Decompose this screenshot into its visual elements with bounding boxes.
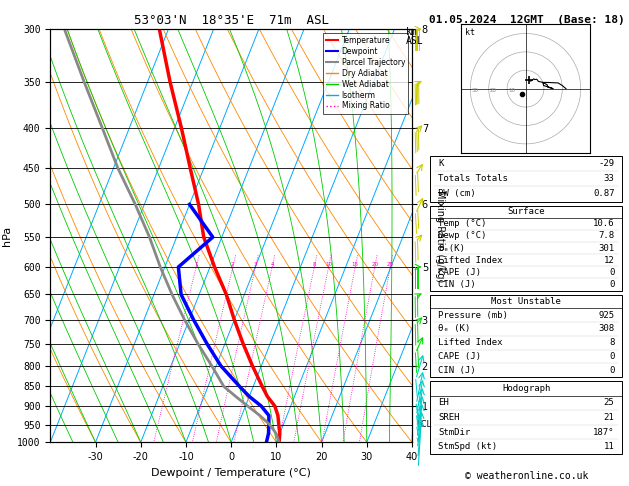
Title: 53°03'N  18°35'E  71m  ASL: 53°03'N 18°35'E 71m ASL — [133, 14, 329, 27]
Text: 25: 25 — [604, 399, 615, 407]
Text: 0: 0 — [609, 268, 615, 277]
Text: SREH: SREH — [438, 413, 459, 422]
Text: 308: 308 — [598, 325, 615, 333]
Text: 0: 0 — [609, 352, 615, 361]
Text: 7.8: 7.8 — [598, 231, 615, 241]
Text: StmSpd (kt): StmSpd (kt) — [438, 442, 497, 451]
Text: ASL: ASL — [406, 36, 423, 47]
Text: LCL: LCL — [416, 420, 431, 429]
Text: CAPE (J): CAPE (J) — [438, 352, 481, 361]
Text: 10: 10 — [325, 262, 332, 267]
X-axis label: Dewpoint / Temperature (°C): Dewpoint / Temperature (°C) — [151, 468, 311, 478]
Text: 4: 4 — [270, 262, 274, 267]
Text: CIN (J): CIN (J) — [438, 366, 476, 375]
Text: θₑ (K): θₑ (K) — [438, 325, 470, 333]
Text: Lifted Index: Lifted Index — [438, 338, 503, 347]
Text: Lifted Index: Lifted Index — [438, 256, 503, 265]
Text: 0: 0 — [609, 366, 615, 375]
Text: © weatheronline.co.uk: © weatheronline.co.uk — [465, 471, 589, 481]
Text: -29: -29 — [598, 159, 615, 168]
Text: 8: 8 — [609, 338, 615, 347]
Text: Most Unstable: Most Unstable — [491, 297, 561, 306]
Text: kt: kt — [465, 28, 475, 37]
Text: 0: 0 — [609, 280, 615, 289]
Text: 01.05.2024  12GMT  (Base: 18): 01.05.2024 12GMT (Base: 18) — [429, 15, 625, 25]
Text: Temp (°C): Temp (°C) — [438, 219, 486, 228]
Text: 3: 3 — [253, 262, 257, 267]
Text: 15: 15 — [352, 262, 359, 267]
Text: CAPE (J): CAPE (J) — [438, 268, 481, 277]
Text: Totals Totals: Totals Totals — [438, 174, 508, 183]
Text: PW (cm): PW (cm) — [438, 190, 476, 198]
Text: θₑ(K): θₑ(K) — [438, 243, 465, 253]
Text: 25: 25 — [387, 262, 394, 267]
Text: 2: 2 — [231, 262, 235, 267]
Text: km: km — [406, 27, 418, 37]
Text: 33: 33 — [604, 174, 615, 183]
Text: 20: 20 — [489, 88, 497, 93]
Text: 11: 11 — [604, 442, 615, 451]
Text: Pressure (mb): Pressure (mb) — [438, 311, 508, 320]
Text: 8: 8 — [313, 262, 316, 267]
Text: 10.6: 10.6 — [593, 219, 615, 228]
Text: 20: 20 — [371, 262, 378, 267]
Text: Surface: Surface — [508, 207, 545, 216]
Text: 0.87: 0.87 — [593, 190, 615, 198]
Text: K: K — [438, 159, 443, 168]
Text: 10: 10 — [508, 88, 515, 93]
Text: 187°: 187° — [593, 428, 615, 436]
Y-axis label: hPa: hPa — [1, 226, 11, 246]
Text: 30: 30 — [471, 88, 478, 93]
Text: Hodograph: Hodograph — [502, 384, 550, 393]
Text: CIN (J): CIN (J) — [438, 280, 476, 289]
Legend: Temperature, Dewpoint, Parcel Trajectory, Dry Adiabat, Wet Adiabat, Isotherm, Mi: Temperature, Dewpoint, Parcel Trajectory… — [323, 33, 408, 114]
Text: StmDir: StmDir — [438, 428, 470, 436]
Text: 925: 925 — [598, 311, 615, 320]
Text: 1: 1 — [194, 262, 198, 267]
Text: 301: 301 — [598, 243, 615, 253]
Text: 21: 21 — [604, 413, 615, 422]
Y-axis label: Mixing Ratio (g/kg): Mixing Ratio (g/kg) — [435, 190, 445, 282]
Text: Dewp (°C): Dewp (°C) — [438, 231, 486, 241]
Text: 12: 12 — [604, 256, 615, 265]
Text: EH: EH — [438, 399, 448, 407]
